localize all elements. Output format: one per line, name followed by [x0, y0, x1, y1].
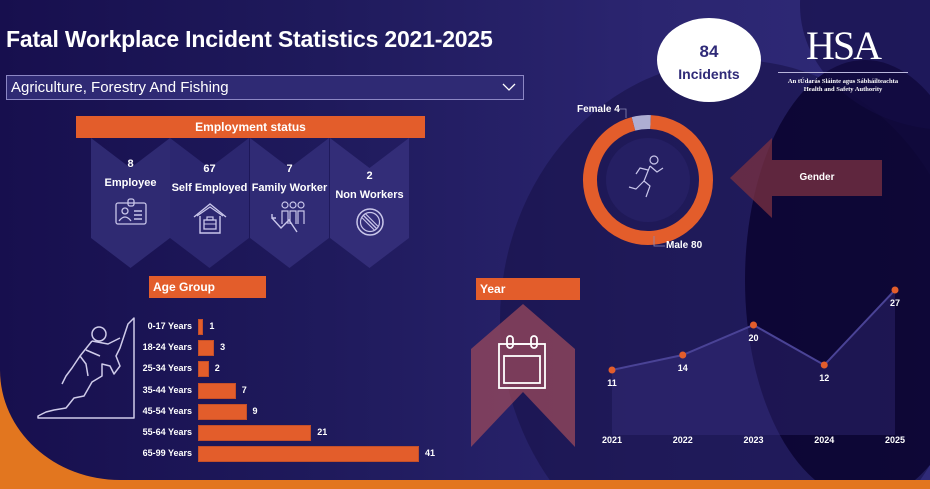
age-bar[interactable]: [198, 361, 209, 378]
age-data-label: 7: [241, 384, 247, 395]
family-worker-count: 7: [286, 163, 293, 175]
page-title: Fatal Workplace Incident Statistics 2021…: [6, 26, 493, 52]
industry-dropdown[interactable]: Agriculture, Forestry And Fishing: [6, 75, 524, 100]
year-data-point[interactable]: [891, 286, 899, 294]
gender-donut-chart: [583, 115, 713, 245]
employment-card-self-employed[interactable]: 67 Self Employed: [170, 138, 249, 268]
id-badge-icon: [114, 198, 147, 225]
age-bar[interactable]: [198, 425, 312, 441]
year-tick-label: 2022: [673, 435, 693, 445]
age-bar[interactable]: [198, 340, 215, 357]
age-bar[interactable]: [198, 446, 419, 463]
logo-subtitle-english: Health and Safety Authority: [803, 86, 883, 93]
calendar-icon: [498, 335, 546, 389]
self-employed-label: Self Employed: [171, 182, 248, 194]
female-slice-label: Female 4: [577, 104, 620, 115]
climbing-person-icon: [37, 317, 135, 419]
age-data-label: 21: [317, 427, 328, 437]
year-line-chart: 11 2021 14 2022 20 2023 12 2024 27 2025: [602, 286, 905, 445]
age-group-header: Age Group: [149, 276, 266, 298]
hsa-logo: HSA An tÚdarás Sláinte agus Sábháilteach…: [778, 26, 908, 94]
employment-status-header: Employment status: [76, 116, 425, 138]
age-data-label: 9: [252, 405, 258, 416]
total-incidents-count: 84: [699, 42, 719, 61]
age-tick-label: 18-24 Years: [142, 342, 192, 353]
year-data-label: 20: [748, 333, 758, 343]
year-data-point[interactable]: [750, 321, 757, 329]
family-worker-label: Family Worker: [251, 182, 328, 194]
employment-card-non-workers[interactable]: 2 Non Workers: [330, 138, 409, 268]
age-tick-label: 25-34 Years: [142, 363, 192, 374]
year-tick-label: 2025: [885, 435, 905, 445]
male-leader-line: [653, 236, 665, 247]
age-bar[interactable]: [198, 319, 204, 335]
year-data-label: 14: [678, 363, 688, 373]
age-tick-label: 35-44 Years: [142, 384, 192, 395]
year-ribbon-shape: [471, 304, 575, 447]
year-data-label: 11: [607, 378, 617, 388]
year-data-point[interactable]: [608, 366, 616, 374]
home-briefcase-icon: [193, 203, 226, 234]
year-data-label: 27: [890, 298, 900, 308]
year-header: Year: [476, 278, 580, 300]
age-bar[interactable]: [198, 403, 247, 420]
donut-slice-female[interactable]: [631, 115, 651, 131]
age-tick-label: 65-99 Years: [142, 448, 192, 459]
age-bar[interactable]: [198, 382, 236, 399]
employee-count: 8: [127, 158, 134, 170]
year-tick-label: 2023: [743, 435, 763, 445]
chevron-card-shape: [170, 138, 249, 268]
family-group-icon: [270, 201, 305, 233]
running-person-icon: [628, 155, 664, 198]
chevron-card-shape: [250, 138, 329, 268]
line-area-fill: [612, 290, 895, 435]
self-employed-count: 67: [203, 163, 216, 175]
total-incidents-badge: 84 Incidents: [657, 18, 761, 102]
male-slice-label: Male 80: [666, 240, 703, 251]
employment-card-employee[interactable]: 8 Employee: [91, 138, 170, 268]
chevron-down-icon: [502, 83, 516, 91]
year-tick-label: 2021: [602, 435, 622, 445]
industry-dropdown-value: Agriculture, Forestry And Fishing: [11, 79, 229, 96]
logo-divider: [778, 72, 908, 73]
logo-subtitle-irish: An tÚdarás Sláinte agus Sábháilteachta: [787, 78, 899, 85]
female-leader-line: [618, 108, 627, 118]
year-data-point[interactable]: [820, 361, 828, 369]
hsa-logo-mark: HSA: [805, 23, 882, 68]
non-workers-label: Non Workers: [335, 189, 404, 201]
chevron-card-shape: [330, 138, 409, 268]
prohibited-icon: [355, 208, 384, 236]
employee-label: Employee: [104, 177, 157, 189]
year-tick-label: 2024: [814, 435, 834, 445]
age-tick-label: 0-17 Years: [147, 321, 192, 331]
donut-center: [606, 138, 690, 222]
year-data-label: 12: [819, 373, 829, 383]
age-data-label: 2: [214, 363, 220, 374]
age-data-label: 41: [425, 448, 436, 459]
age-data-label: 3: [220, 342, 226, 353]
total-incidents-label: Incidents: [678, 66, 740, 82]
year-data-point[interactable]: [679, 351, 687, 359]
age-tick-label: 55-64 Years: [142, 427, 192, 437]
non-workers-count: 2: [366, 170, 373, 182]
gender-header: Gender: [799, 172, 835, 183]
age-data-label: 1: [209, 321, 215, 331]
age-tick-label: 45-54 Years: [142, 405, 192, 416]
gender-arrow-shape: [730, 138, 882, 218]
employment-card-family-worker[interactable]: 7 Family Worker: [250, 138, 329, 268]
